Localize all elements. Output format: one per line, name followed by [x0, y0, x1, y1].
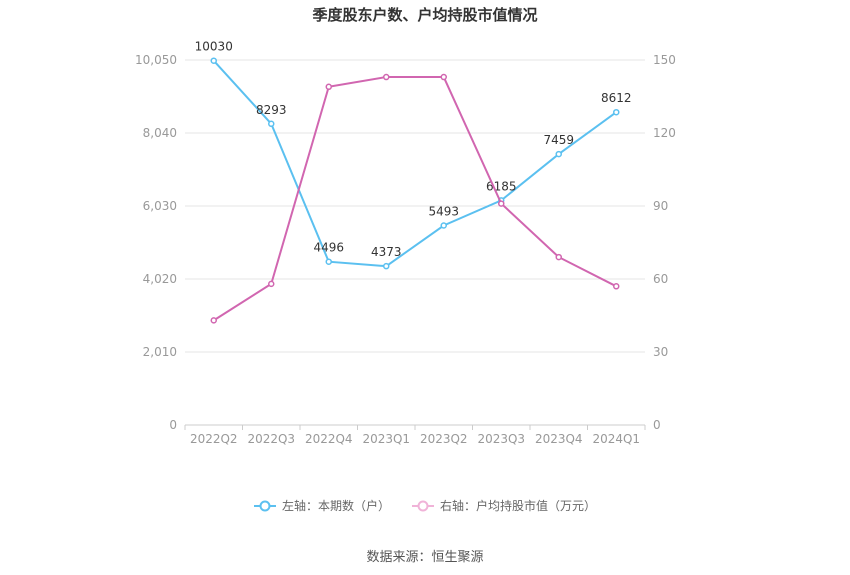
data-point-2	[498, 200, 505, 207]
legend-label-avg-holding: 右轴：户均持股市值（万元）	[440, 499, 597, 513]
series-line-1	[213, 60, 617, 268]
series-line-2	[213, 76, 617, 322]
x-tick-label: 2022Q3	[247, 432, 295, 446]
data-point-1	[383, 262, 390, 270]
legend-marker-households	[253, 500, 276, 511]
data-label: 8293	[256, 103, 287, 117]
data-label: 4496	[313, 241, 344, 255]
legend-label-households: 左轴：本期数（户）	[281, 499, 390, 513]
legend: 左轴：本期数（户） 右轴：户均持股市值（万元）	[0, 497, 850, 514]
x-tick-label: 2023Q3	[477, 432, 525, 446]
data-point-1	[268, 120, 275, 128]
data-label: 10030	[195, 40, 233, 54]
data-point-2	[440, 73, 447, 81]
y-left-tick-label: 8,040	[143, 126, 177, 140]
x-tick-label: 2024Q1	[592, 432, 640, 446]
y-left-tick-label: 10,050	[135, 53, 177, 67]
y-left-tick-label: 4,020	[143, 272, 177, 286]
data-source: 数据来源：恒生聚源	[366, 550, 484, 565]
x-tick-label: 2022Q2	[190, 432, 238, 446]
data-point-2	[555, 253, 562, 261]
y-right-tick-label: 60	[653, 272, 668, 286]
legend-item-avg-holding[interactable]: 右轴：户均持股市值（万元）	[412, 497, 596, 514]
y-left-tick-label: 0	[169, 418, 177, 432]
y-right-tick-label: 150	[653, 53, 676, 67]
legend-item-households[interactable]: 左轴：本期数（户）	[253, 497, 390, 514]
data-point-2	[210, 317, 217, 324]
y-left-tick-label: 2,010	[143, 345, 177, 359]
x-tick-label: 2023Q4	[535, 432, 583, 446]
data-point-1	[325, 258, 332, 265]
x-tick-label: 2023Q1	[362, 432, 410, 446]
data-label: 6185	[486, 179, 517, 193]
data-point-1	[210, 57, 217, 64]
data-label: 5493	[428, 205, 459, 219]
data-label: 4373	[371, 245, 402, 259]
data-label: 7459	[543, 133, 574, 147]
data-point-2	[613, 283, 620, 290]
data-point-2	[268, 280, 275, 288]
y-left-tick-label: 6,030	[143, 199, 177, 213]
data-point-1	[440, 222, 447, 229]
data-label: 8612	[601, 91, 632, 105]
data-point-2	[383, 73, 390, 81]
y-right-tick-label: 90	[653, 199, 668, 213]
y-right-tick-label: 120	[653, 126, 676, 140]
y-right-tick-label: 30	[653, 345, 668, 359]
data-point-1	[555, 150, 562, 158]
x-tick-label: 2023Q2	[420, 432, 468, 446]
y-right-tick-label: 0	[653, 418, 661, 432]
data-point-2	[325, 83, 332, 91]
data-point-1	[613, 108, 620, 116]
chart-title: 季度股东户数、户均持股市值情况	[312, 6, 538, 24]
legend-marker-avg-holding	[412, 500, 434, 511]
x-tick-label: 2022Q4	[305, 432, 353, 446]
